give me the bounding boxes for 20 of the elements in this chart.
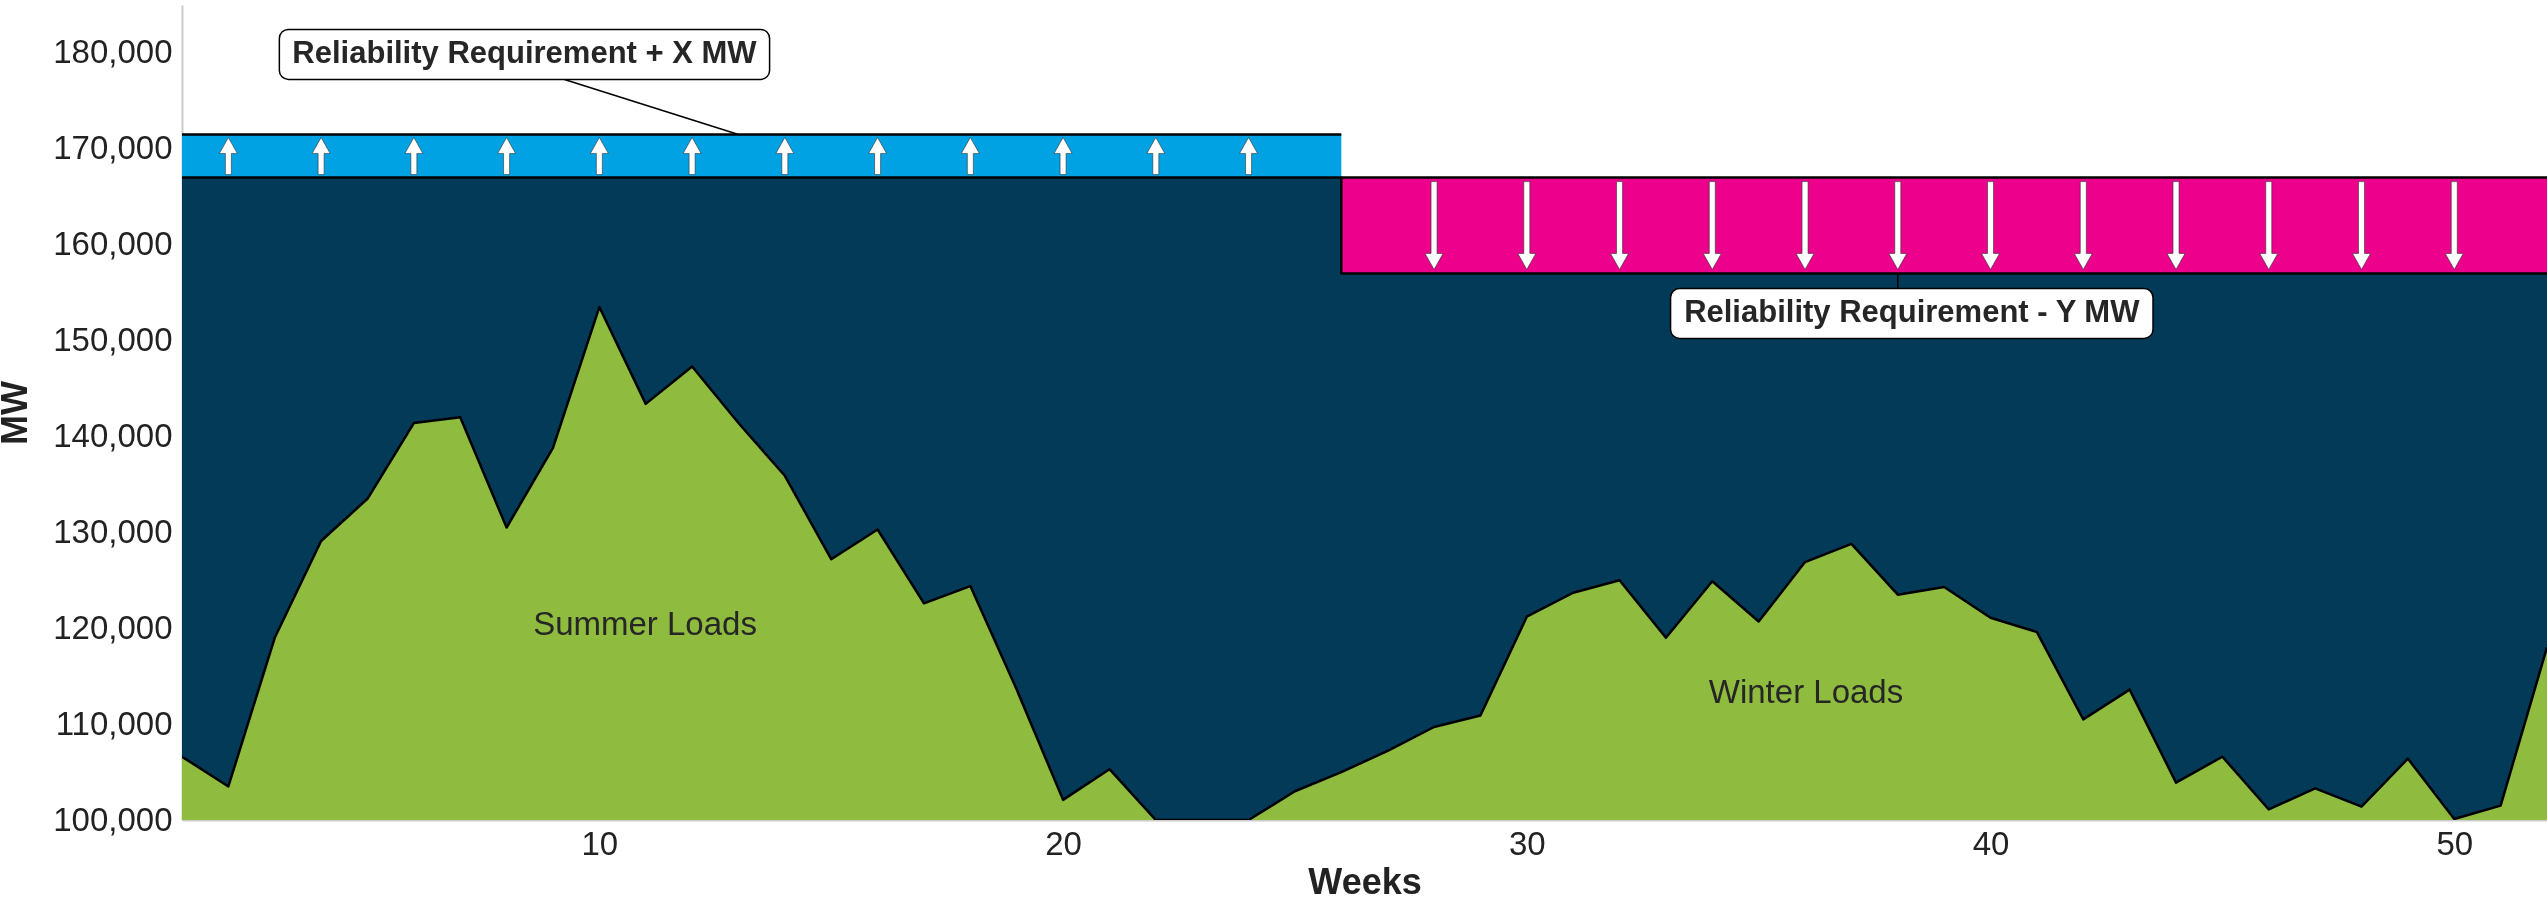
x-axis-title: Weeks xyxy=(1308,860,1422,899)
x-tick-label: 20 xyxy=(1045,824,1082,862)
y-tick-label: 110,000 xyxy=(55,704,173,742)
y-axis-title: MW xyxy=(0,381,36,445)
y-tick-label: 150,000 xyxy=(53,321,173,359)
y-tick-label: 120,000 xyxy=(53,608,173,646)
y-tick-label: 100,000 xyxy=(53,800,173,838)
y-tick-label: 170,000 xyxy=(53,129,173,167)
annotation: Winter Loads xyxy=(1708,673,1904,710)
annotation: Summer Loads xyxy=(533,605,757,642)
y-tick-label: 140,000 xyxy=(53,416,173,454)
x-tick-label: 40 xyxy=(1972,824,2010,862)
annotation: Reliability Requirement + X MW xyxy=(292,35,758,71)
x-tick-label: 10 xyxy=(581,824,619,862)
x-tick-label: 30 xyxy=(1508,824,1546,862)
y-tick-label: 180,000 xyxy=(53,33,173,71)
y-tick-label: 130,000 xyxy=(53,512,173,550)
y-tick-label: 160,000 xyxy=(53,225,173,263)
annotation: Reliability Requirement - Y MW xyxy=(1684,294,2141,330)
x-tick-label: 50 xyxy=(2436,824,2474,862)
